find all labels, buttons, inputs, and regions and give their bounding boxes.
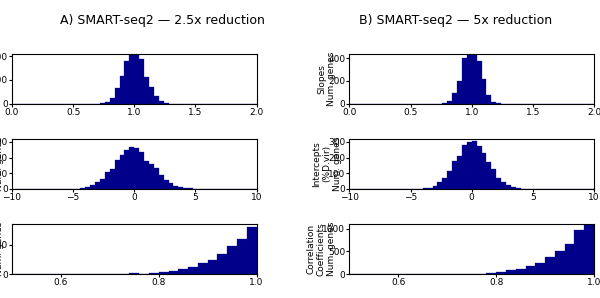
Bar: [476, 146, 482, 189]
Bar: [134, 51, 139, 104]
Bar: [105, 102, 110, 104]
Bar: [457, 156, 462, 189]
Bar: [565, 244, 574, 274]
Bar: [169, 271, 178, 274]
Bar: [119, 76, 124, 104]
Bar: [462, 145, 467, 189]
Bar: [139, 59, 144, 104]
Bar: [188, 188, 193, 189]
Bar: [511, 187, 516, 189]
Bar: [115, 88, 119, 104]
Bar: [452, 93, 457, 104]
Bar: [545, 257, 555, 274]
Bar: [447, 171, 452, 189]
Bar: [501, 182, 506, 189]
Bar: [95, 182, 100, 189]
Bar: [80, 188, 85, 189]
Bar: [188, 267, 198, 274]
Bar: [462, 58, 467, 104]
Bar: [487, 95, 491, 104]
Bar: [506, 185, 511, 189]
Text: B) SMART-seq2 — 5x reduction: B) SMART-seq2 — 5x reduction: [359, 14, 553, 27]
Bar: [526, 266, 535, 274]
Bar: [247, 227, 257, 274]
Bar: [237, 239, 247, 274]
Y-axis label: Correlation
Coefficients
Num. genes: Correlation Coefficients Num. genes: [306, 222, 336, 276]
Bar: [159, 101, 164, 104]
Bar: [574, 230, 584, 274]
Bar: [506, 271, 516, 274]
Bar: [496, 103, 501, 104]
Bar: [124, 60, 130, 104]
Bar: [124, 150, 130, 189]
Bar: [198, 263, 208, 274]
Bar: [428, 188, 433, 189]
Bar: [217, 254, 227, 274]
Bar: [110, 98, 115, 104]
Bar: [178, 187, 183, 189]
Bar: [472, 41, 476, 104]
Bar: [144, 161, 149, 189]
Bar: [516, 269, 526, 274]
Bar: [482, 153, 487, 189]
Bar: [447, 101, 452, 104]
Bar: [442, 178, 447, 189]
Bar: [110, 169, 115, 189]
Bar: [491, 169, 496, 189]
Bar: [496, 272, 506, 274]
Bar: [159, 175, 164, 189]
Bar: [164, 103, 169, 104]
Bar: [433, 186, 437, 189]
Bar: [149, 87, 154, 104]
Bar: [105, 172, 110, 189]
Bar: [487, 162, 491, 189]
Bar: [134, 148, 139, 189]
Bar: [437, 182, 442, 189]
Bar: [115, 160, 119, 189]
Bar: [208, 260, 217, 274]
Bar: [154, 96, 159, 104]
Bar: [100, 179, 105, 189]
Text: A) SMART-seq2 — 2.5x reduction: A) SMART-seq2 — 2.5x reduction: [59, 14, 265, 27]
Bar: [149, 273, 159, 274]
Y-axis label: Slopes
Num. genes: Slopes Num. genes: [317, 52, 337, 106]
Bar: [154, 168, 159, 189]
Bar: [487, 273, 496, 274]
Bar: [491, 102, 496, 104]
Bar: [457, 81, 462, 104]
Bar: [452, 161, 457, 189]
Bar: [496, 178, 501, 189]
Bar: [139, 152, 144, 189]
Bar: [119, 155, 124, 189]
Bar: [144, 77, 149, 104]
Bar: [100, 103, 105, 104]
Bar: [130, 54, 134, 104]
Bar: [130, 147, 134, 189]
Y-axis label: Intercepts
(%D.vir)
Num. genes: Intercepts (%D.vir) Num. genes: [312, 137, 341, 191]
Y-axis label: Intercepts
(%D.vir)
Num. genes: Intercepts (%D.vir) Num. genes: [0, 137, 4, 191]
Bar: [173, 186, 178, 189]
Bar: [90, 185, 95, 189]
Bar: [183, 188, 188, 189]
Bar: [467, 142, 472, 189]
Bar: [178, 269, 188, 274]
Bar: [476, 61, 482, 104]
Bar: [169, 183, 173, 189]
Bar: [227, 246, 237, 274]
Bar: [159, 272, 169, 274]
Bar: [535, 263, 545, 274]
Bar: [467, 44, 472, 104]
Bar: [584, 216, 594, 274]
Bar: [149, 164, 154, 189]
Y-axis label: Correlation
Coefficients
Num. genes: Correlation Coefficients Num. genes: [0, 222, 4, 276]
Bar: [472, 141, 476, 189]
Bar: [482, 79, 487, 104]
Bar: [555, 251, 565, 274]
Bar: [442, 103, 447, 104]
Bar: [85, 187, 90, 189]
Bar: [164, 180, 169, 189]
